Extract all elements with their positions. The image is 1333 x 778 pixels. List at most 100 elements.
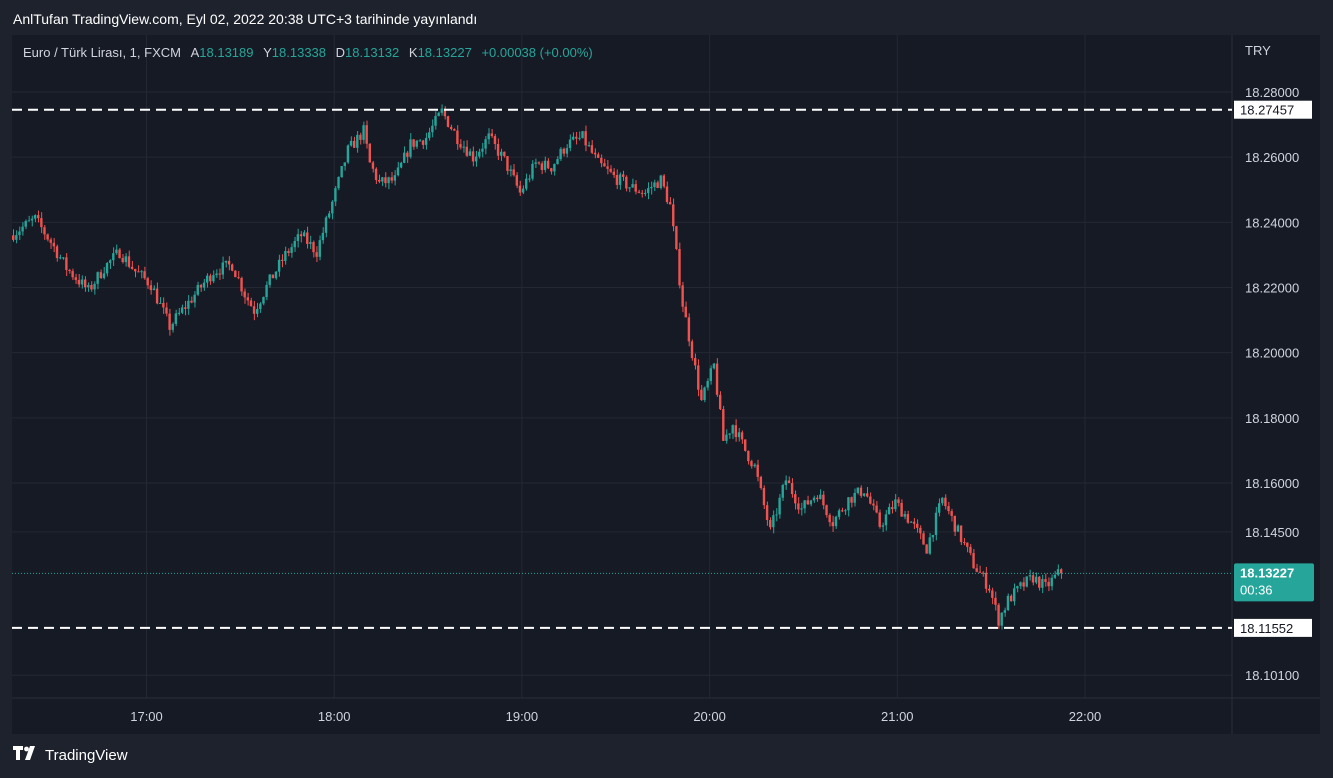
candle-body (478, 151, 481, 157)
candle-body (130, 266, 134, 269)
candle-body (1034, 576, 1038, 583)
candle-body (205, 275, 209, 283)
candle-body (797, 503, 800, 510)
price-axis-tick-label: 18.20000 (1245, 346, 1299, 361)
symbol-name[interactable]: Euro / Türk Lirası, 1, FXCM (23, 45, 181, 60)
candle-body (969, 546, 972, 554)
high-label: Y (263, 45, 272, 60)
candle-body (140, 271, 143, 273)
low-label: D (335, 45, 346, 60)
candle-body (209, 275, 212, 282)
candle-body (512, 169, 515, 176)
candle-body (299, 234, 303, 237)
candle-body (490, 133, 494, 137)
candle-body (881, 525, 885, 527)
chart-frame[interactable]: 18.28000 18.26000 18.24000 18.22000 18.20000… (12, 35, 1320, 734)
candle-body (440, 108, 443, 113)
candle-body (396, 167, 400, 176)
candle-body (1059, 569, 1063, 574)
candle-body (256, 308, 259, 314)
candle-body (362, 125, 365, 140)
candle-body (331, 201, 334, 214)
candle-body (27, 220, 31, 222)
candle-body (825, 505, 828, 516)
candle-body (906, 514, 910, 523)
candle-body (221, 262, 224, 275)
candle-body (675, 226, 678, 250)
candle-body (443, 108, 447, 117)
candle-body (143, 271, 146, 279)
change-value: +0.00038 (+0.00%) (481, 45, 593, 60)
candle-body (137, 271, 140, 273)
candle-body (718, 394, 722, 410)
candle-body (108, 260, 112, 263)
candle-body (378, 179, 381, 182)
candle-body (134, 268, 137, 272)
candle-body (168, 313, 171, 330)
candle-body (869, 496, 872, 504)
candle-body (40, 218, 43, 228)
candle-body (171, 323, 174, 330)
candle-body (750, 461, 753, 467)
candle-body (274, 271, 278, 279)
candle-body (96, 272, 99, 284)
candle-body (202, 282, 206, 288)
candle-body (1009, 595, 1013, 602)
horizontal-line-price-label: 18.11552 (1240, 621, 1293, 636)
close-label: K (408, 45, 418, 60)
candle-body (565, 148, 569, 154)
candle-body (468, 151, 472, 156)
candle-body (681, 285, 684, 307)
candle-body (149, 285, 153, 291)
candle-body (653, 182, 656, 187)
candle-body (612, 171, 616, 176)
candle-body (1000, 612, 1003, 626)
candle-body (162, 302, 165, 308)
published-caption: AnlTufan TradingView.com, Eyl 02, 2022 2… (13, 11, 478, 27)
candle-body (1031, 575, 1035, 583)
candle-body (553, 164, 556, 172)
candle-body (875, 505, 878, 513)
candle-body (340, 166, 343, 178)
candle-body (537, 162, 540, 164)
candle-body (709, 368, 712, 382)
candle-body (312, 242, 315, 253)
candle-body (65, 257, 68, 270)
tradingview-logo-icon[interactable] (13, 746, 39, 764)
candle-body (603, 163, 606, 167)
tradingview-brand[interactable]: TradingView (45, 746, 128, 764)
candle-body (424, 138, 428, 145)
candle-body (887, 507, 891, 515)
candle-body (634, 184, 637, 192)
horizontal-line-price-tag (1234, 618, 1312, 637)
candle-body (656, 182, 659, 188)
candle-body (931, 535, 935, 538)
candle-body (928, 537, 931, 554)
candle-body (252, 306, 256, 314)
candle-body (722, 409, 725, 441)
candle-body (243, 291, 246, 298)
candle-body (650, 186, 653, 189)
candle-body (950, 511, 953, 516)
candle-body (1041, 579, 1044, 588)
candle-body (15, 235, 18, 240)
candle-body (349, 140, 353, 146)
candle-body (1047, 581, 1050, 587)
candle-body (756, 464, 759, 477)
candles (12, 104, 1063, 630)
time-axis-tick-label: 19:00 (506, 709, 539, 724)
candle-body (919, 527, 922, 534)
candle-body (687, 317, 691, 342)
time-axis-tick-label: 18:00 (318, 709, 351, 724)
candle-body (693, 358, 697, 366)
price-axis-tick-label: 18.10100 (1245, 668, 1299, 683)
candlestick-chart[interactable]: 18.28000 18.26000 18.24000 18.22000 18.20000… (12, 35, 1320, 734)
candle-body (856, 487, 860, 493)
candle-body (853, 492, 856, 503)
candle-body (812, 497, 816, 501)
open-label: A (190, 45, 200, 60)
candle-body (912, 521, 916, 524)
candle-body (700, 389, 703, 400)
candle-body (49, 239, 52, 243)
candle-body (30, 218, 34, 221)
